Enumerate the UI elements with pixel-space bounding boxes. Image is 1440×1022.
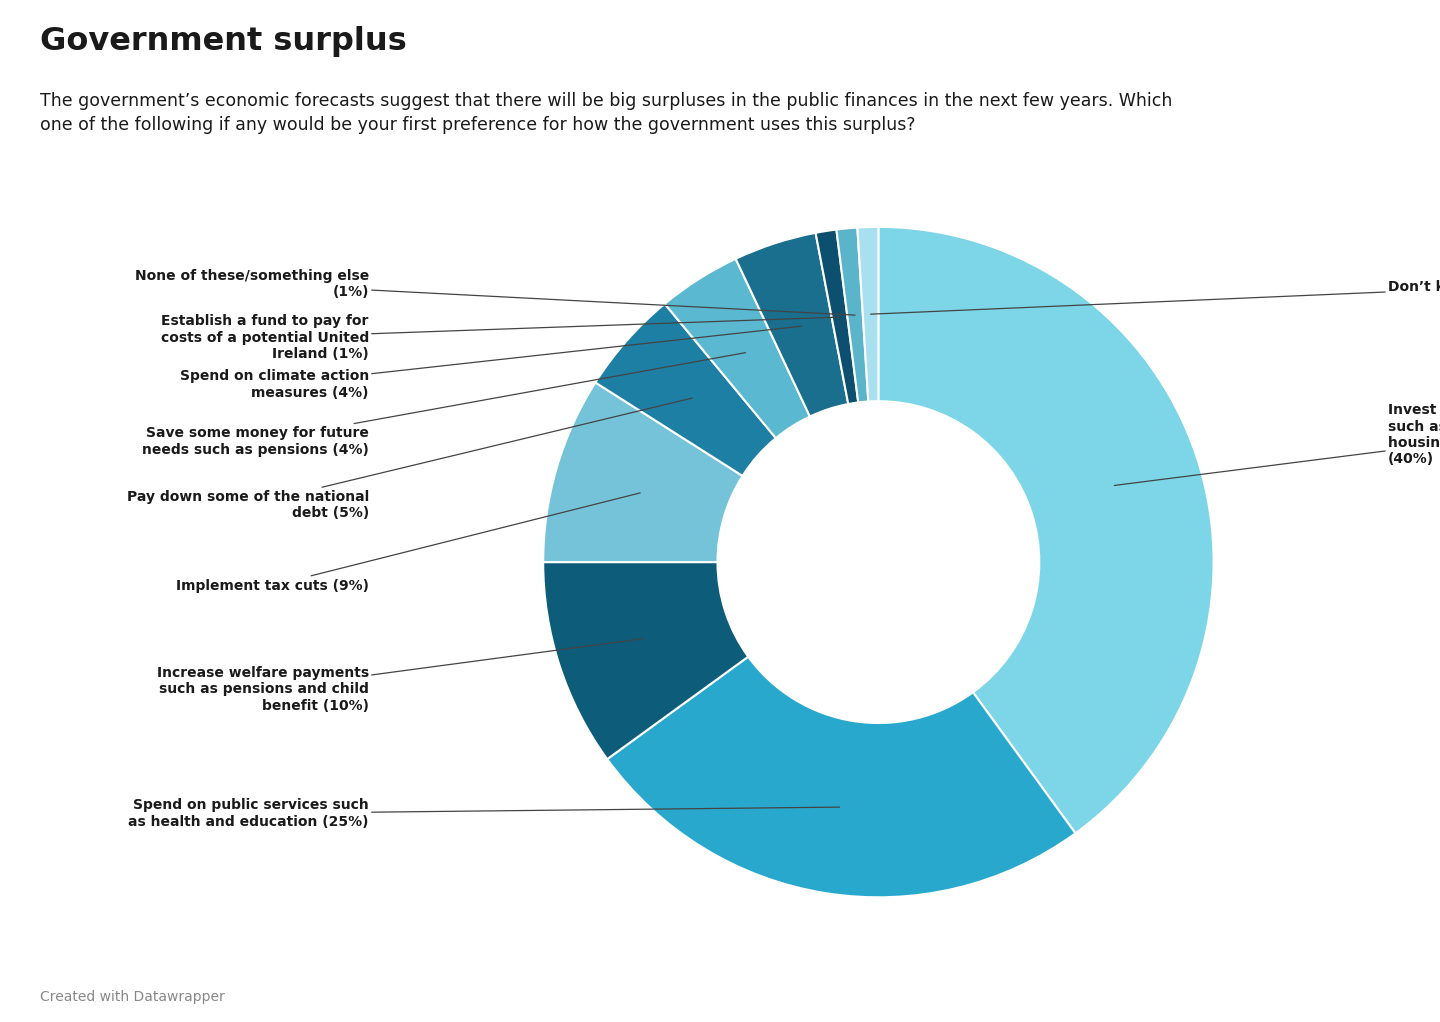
Wedge shape xyxy=(543,382,743,562)
Wedge shape xyxy=(837,228,868,403)
Text: Pay down some of the national
debt (5%): Pay down some of the national debt (5%) xyxy=(127,398,693,520)
Wedge shape xyxy=(857,227,878,402)
Text: Created with Datawrapper: Created with Datawrapper xyxy=(40,989,225,1004)
Text: Spend on climate action
measures (4%): Spend on climate action measures (4%) xyxy=(180,326,802,400)
Text: Save some money for future
needs such as pensions (4%): Save some money for future needs such as… xyxy=(143,353,746,457)
Text: Government surplus: Government surplus xyxy=(40,26,408,56)
Wedge shape xyxy=(608,657,1076,897)
Wedge shape xyxy=(815,230,858,404)
Wedge shape xyxy=(665,259,809,438)
Wedge shape xyxy=(595,304,776,476)
Text: Don’t know/no opinion (1%): Don’t know/no opinion (1%) xyxy=(871,280,1440,314)
Text: Spend on public services such
as health and education (25%): Spend on public services such as health … xyxy=(128,798,840,829)
Text: Establish a fund to pay for
costs of a potential United
Ireland (1%): Establish a fund to pay for costs of a p… xyxy=(161,315,840,361)
Wedge shape xyxy=(878,227,1214,833)
Wedge shape xyxy=(736,233,848,417)
Text: None of these/something else
(1%): None of these/something else (1%) xyxy=(134,269,855,315)
Text: Invest in building infrastructure
such as public transport
housing hospitals and: Invest in building infrastructure such a… xyxy=(1115,404,1440,485)
Text: Increase welfare payments
such as pensions and child
benefit (10%): Increase welfare payments such as pensio… xyxy=(157,639,642,712)
Wedge shape xyxy=(543,562,749,759)
Text: Implement tax cuts (9%): Implement tax cuts (9%) xyxy=(176,493,641,593)
Text: The government’s economic forecasts suggest that there will be big surpluses in : The government’s economic forecasts sugg… xyxy=(40,92,1172,134)
